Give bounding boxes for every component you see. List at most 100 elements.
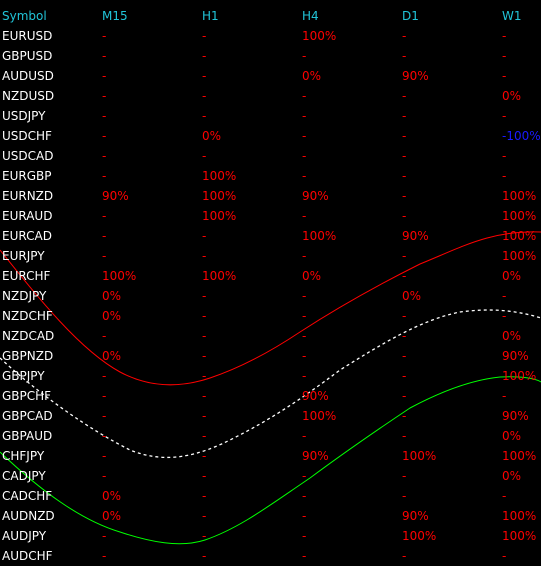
value-cell: - [402, 469, 407, 483]
value-cell: 90% [402, 229, 429, 243]
value-cell: - [102, 469, 107, 483]
symbol-cell: GBPUSD [2, 49, 53, 63]
value-cell: - [102, 49, 107, 63]
value-cell: - [102, 69, 107, 83]
value-cell: 90% [302, 449, 329, 463]
value-cell: - [402, 389, 407, 403]
value-cell: 0% [102, 309, 122, 323]
value-cell: 100% [502, 249, 537, 263]
value-cell: - [302, 309, 307, 323]
value-cell: 100% [302, 229, 337, 243]
value-cell: - [502, 549, 507, 563]
value-cell: - [402, 309, 407, 323]
value-cell: - [402, 89, 407, 103]
value-cell: - [102, 449, 107, 463]
value-cell: - [402, 429, 407, 443]
value-cell: - [302, 129, 307, 143]
value-cell: - [502, 309, 507, 323]
value-cell: 100% [502, 529, 537, 543]
value-cell: - [302, 89, 307, 103]
value-cell: 100% [202, 209, 237, 223]
value-cell: - [402, 149, 407, 163]
value-cell: - [402, 369, 407, 383]
value-cell: - [402, 129, 407, 143]
symbol-cell: GBPCAD [2, 409, 53, 423]
value-cell: - [102, 149, 107, 163]
symbol-cell: EURUSD [2, 29, 53, 43]
value-cell: 0% [102, 289, 122, 303]
value-cell: 100% [402, 529, 437, 543]
value-cell: - [102, 369, 107, 383]
value-cell: - [102, 129, 107, 143]
value-cell: - [502, 49, 507, 63]
value-cell: 100% [302, 409, 337, 423]
value-cell: - [502, 169, 507, 183]
value-cell: - [302, 369, 307, 383]
symbol-cell: USDCAD [2, 149, 54, 163]
value-cell: 100% [502, 369, 537, 383]
symbol-cell: GBPCHF [2, 389, 52, 403]
symbol-cell: EURNZD [2, 189, 54, 203]
column-header-w1: W1 [502, 9, 522, 23]
value-cell: - [202, 509, 207, 523]
value-cell: 100% [402, 449, 437, 463]
value-cell: - [302, 349, 307, 363]
value-cell: - [502, 69, 507, 83]
value-cell: - [202, 449, 207, 463]
value-cell: - [402, 249, 407, 263]
symbol-cell: NZDJPY [2, 289, 47, 303]
value-cell: -100% [502, 129, 541, 143]
value-cell: 100% [502, 209, 537, 223]
value-cell: - [102, 169, 107, 183]
value-cell: 0% [302, 69, 322, 83]
value-cell: 90% [102, 189, 129, 203]
symbol-cell: GBPNZD [2, 349, 54, 363]
value-cell: - [402, 169, 407, 183]
value-cell: 0% [502, 429, 522, 443]
column-header-symbol: Symbol [2, 9, 47, 23]
value-cell: - [502, 29, 507, 43]
value-cell: 100% [302, 29, 337, 43]
value-cell: 90% [402, 509, 429, 523]
value-cell: - [302, 549, 307, 563]
column-header-m15: M15 [102, 9, 128, 23]
value-cell: - [202, 549, 207, 563]
value-cell: - [202, 529, 207, 543]
column-header-d1: D1 [402, 9, 419, 23]
value-cell: - [202, 69, 207, 83]
value-cell: - [202, 49, 207, 63]
symbol-cell: EURJPY [2, 249, 45, 263]
value-cell: - [402, 409, 407, 423]
value-cell: - [402, 29, 407, 43]
value-cell: 0% [502, 329, 522, 343]
value-cell: 0% [202, 129, 222, 143]
value-cell: - [502, 389, 507, 403]
symbol-cell: CADJPY [2, 469, 46, 483]
value-cell: - [302, 429, 307, 443]
value-cell: - [302, 289, 307, 303]
value-cell: - [302, 489, 307, 503]
symbol-cell: NZDUSD [2, 89, 55, 103]
value-cell: - [102, 549, 107, 563]
value-cell: - [102, 209, 107, 223]
white-curve [0, 309, 541, 458]
value-cell: 0% [102, 349, 122, 363]
symbol-cell: NZDCAD [2, 329, 55, 343]
value-cell: - [302, 149, 307, 163]
symbol-cell: CADCHF [2, 489, 53, 503]
value-cell: - [202, 249, 207, 263]
value-cell: - [102, 249, 107, 263]
value-cell: - [202, 429, 207, 443]
value-cell: - [202, 309, 207, 323]
value-cell: 0% [502, 89, 522, 103]
value-cell: - [502, 289, 507, 303]
value-cell: - [202, 409, 207, 423]
value-cell: 100% [102, 269, 137, 283]
symbol-cell: USDJPY [2, 109, 46, 123]
value-cell: - [402, 489, 407, 503]
value-cell: - [402, 349, 407, 363]
column-header-h1: H1 [202, 9, 219, 23]
value-cell: - [502, 109, 507, 123]
